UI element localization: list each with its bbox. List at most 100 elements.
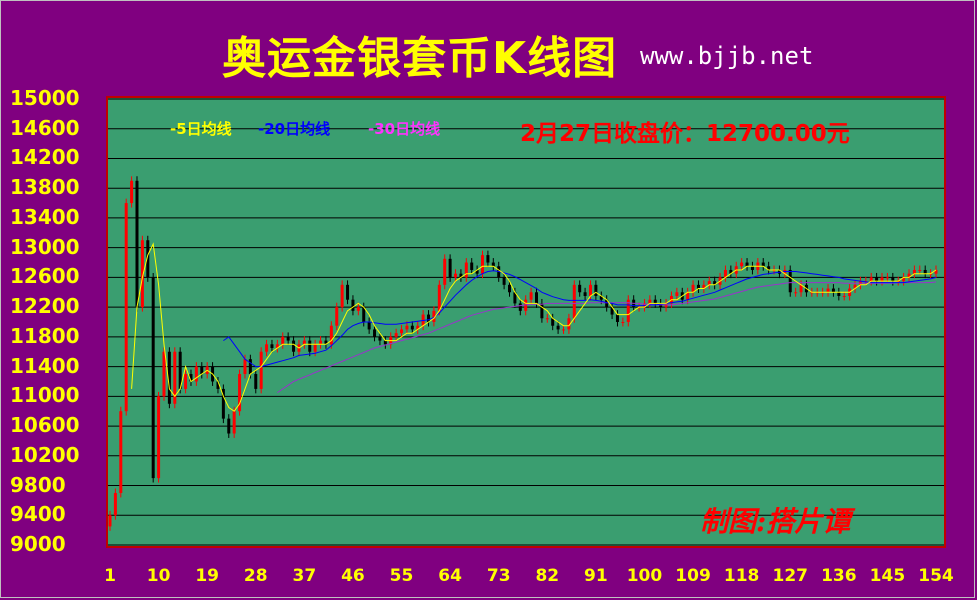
candle-body [243,359,247,375]
candle-body [340,284,344,308]
candle-body [799,284,803,293]
legend-ma5: -5日均线 [170,120,232,138]
y-tick-label: 10600 [10,413,80,438]
candle-body [891,277,895,282]
candle-body [648,299,652,304]
candle-body [367,322,371,330]
candle-body [140,240,144,308]
close-price-info: 2月27日收盘价：12700.00元 [520,121,850,147]
y-tick-label: 11000 [10,383,80,408]
candle-body [189,374,193,382]
candle-body [869,277,873,282]
candle-body [162,351,166,397]
candle-body [108,515,112,527]
candle-body [696,284,700,289]
candle-body [275,344,279,349]
candle-body [265,344,269,352]
x-tick-label: 91 [584,566,608,586]
candle-body [923,269,927,274]
candle-body [545,318,549,320]
candle-body [885,277,889,279]
candle-body [459,273,463,278]
candle-body [270,344,274,349]
legend-ma20: -20日均线 [258,120,331,138]
site-url: www.bjjb.net [640,42,814,70]
candle-body [745,262,749,267]
candle-body [200,366,204,375]
candle-body [362,307,366,322]
candle-body [437,284,441,311]
x-tick-label: 37 [292,566,317,586]
candle-body [912,269,916,274]
candle-body [572,284,576,319]
y-tick-label: 13800 [10,175,80,200]
candle-body [567,318,571,330]
plot-area [106,96,946,548]
candle-body [723,269,727,278]
candle-body [513,292,517,304]
candle-body [194,366,198,382]
x-tick-label: 19 [195,566,220,586]
ma5-line [131,242,937,412]
candle-body [146,240,150,278]
candle-body [259,351,263,389]
y-tick-label: 11400 [10,353,80,378]
candle-body [875,277,879,282]
candle-body [173,351,177,404]
candle-body [880,277,884,282]
candle-body [335,307,339,326]
candle-body [329,325,333,345]
candle-body [788,269,792,293]
x-tick-label: 109 [675,566,711,586]
candle-body [588,284,592,296]
candle-body [346,284,350,300]
chart-credit: 制图:搭片谭 [700,505,851,538]
ma20-line [223,270,937,368]
candle-body [767,266,771,270]
candle-body [286,336,290,341]
candle-body [691,284,695,293]
x-tick-label: 136 [821,566,857,586]
candle-body [826,288,830,293]
x-tick-label: 1 [104,566,116,586]
x-tick-label: 82 [535,566,560,586]
candle-body [232,411,236,434]
x-tick-label: 55 [389,566,414,586]
candle-body [308,340,312,352]
candle-body [713,281,717,285]
candle-body [750,266,754,270]
candle-body [356,307,360,311]
candle-body [124,203,128,412]
candle-body [481,255,485,274]
x-tick-label: 100 [626,566,663,586]
x-tick-label: 64 [438,566,462,586]
candle-body [583,292,587,296]
candle-body [605,299,609,308]
candle-body [621,322,625,323]
y-tick-label: 12200 [10,294,80,319]
y-tick-label: 13000 [10,234,80,259]
candle-body [508,284,512,293]
candle-body [902,277,906,282]
candle-body [167,351,171,404]
candle-body [740,262,744,267]
candle-body [119,411,123,493]
candle-body [831,288,835,293]
y-tick-label: 12600 [10,264,80,289]
candle-body [410,325,414,330]
y-tick-label: 13400 [10,204,80,229]
candle-body [254,374,258,389]
candle-body [675,292,679,296]
candle-body [324,340,328,345]
candle-body [702,284,706,289]
x-tick-label: 127 [772,566,808,586]
candle-body [383,340,387,345]
candle-body [432,310,436,322]
candle-body [556,325,560,330]
candle-body [151,277,155,479]
y-tick-label: 9800 [10,472,66,497]
x-tick-label: 46 [341,566,365,586]
candle-body [135,180,139,308]
candle-body [238,374,242,412]
